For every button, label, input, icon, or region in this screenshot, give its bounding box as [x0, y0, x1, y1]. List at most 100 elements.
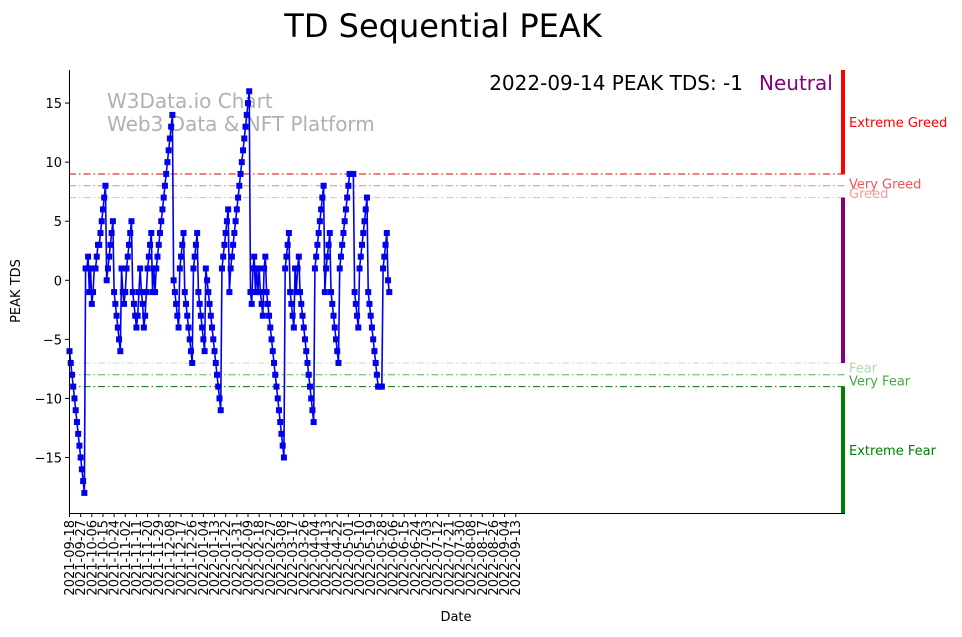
data-point — [72, 407, 79, 414]
data-point — [108, 230, 115, 237]
data-point — [180, 230, 187, 237]
data-point — [267, 324, 274, 331]
data-point — [275, 407, 282, 414]
data-point — [73, 419, 80, 426]
data-point — [143, 289, 150, 296]
data-point — [159, 206, 166, 213]
zone-label-4: Very Fear — [849, 375, 911, 390]
data-point — [332, 336, 339, 343]
data-point — [300, 324, 307, 331]
data-point — [273, 383, 280, 390]
data-point — [383, 230, 390, 237]
data-point — [309, 407, 316, 414]
data-point — [147, 241, 154, 248]
x-tick-label: 2022-07-30 — [453, 520, 468, 596]
status-label: Neutral — [759, 71, 833, 95]
data-point — [316, 218, 323, 225]
data-point — [145, 253, 152, 260]
data-point — [263, 289, 270, 296]
zone-label-2: Greed — [849, 187, 888, 202]
data-point — [325, 241, 332, 248]
data-point — [128, 218, 135, 225]
data-point — [306, 383, 313, 390]
data-point — [328, 289, 335, 296]
data-point — [187, 348, 194, 355]
data-point — [77, 454, 84, 461]
data-point — [334, 348, 341, 355]
data-point — [324, 253, 331, 260]
data-point — [304, 359, 311, 366]
x-tick-label: 2022-01-13 — [208, 520, 223, 596]
y-tick-label: 15 — [45, 97, 62, 112]
x-tick-label: 2022-01-04 — [197, 520, 212, 596]
data-point — [199, 324, 206, 331]
data-point — [134, 312, 141, 319]
data-point — [107, 241, 114, 248]
data-point — [196, 300, 203, 307]
data-point — [274, 395, 281, 402]
data-point — [337, 253, 344, 260]
x-tick-label: 2022-06-15 — [398, 520, 413, 596]
data-point — [336, 265, 343, 272]
x-tick-label: 2022-02-09 — [241, 520, 256, 596]
data-point — [152, 289, 159, 296]
data-point — [127, 230, 134, 237]
data-point — [179, 241, 186, 248]
data-point — [251, 253, 258, 260]
x-tick-label: 2022-09-04 — [498, 520, 513, 596]
data-point — [98, 218, 105, 225]
data-point — [225, 206, 232, 213]
data-point — [244, 100, 251, 107]
data-point — [235, 194, 242, 201]
data-point — [129, 289, 136, 296]
zone-label-5: Extreme Fear — [849, 444, 937, 459]
data-point — [122, 289, 129, 296]
x-tick-label: 2022-05-28 — [375, 520, 390, 596]
data-point — [237, 170, 244, 177]
data-point — [189, 359, 196, 366]
data-point — [161, 182, 168, 189]
data-point — [158, 218, 165, 225]
data-point — [295, 253, 302, 260]
data-point — [209, 324, 216, 331]
data-point — [173, 300, 180, 307]
data-point — [288, 300, 295, 307]
x-axis-label: Date — [440, 610, 471, 625]
data-point — [184, 312, 191, 319]
data-point — [326, 230, 333, 237]
data-point — [356, 265, 363, 272]
data-point — [330, 312, 337, 319]
data-point — [313, 253, 320, 260]
data-point — [246, 88, 253, 95]
data-point — [308, 395, 315, 402]
data-point — [155, 241, 162, 248]
data-point — [380, 265, 387, 272]
data-point — [206, 300, 213, 307]
data-point — [247, 289, 254, 296]
x-tick-label: 2022-05-10 — [353, 520, 368, 596]
x-tick-label: 2022-04-22 — [331, 520, 346, 596]
data-point — [386, 289, 393, 296]
data-point — [215, 383, 222, 390]
x-tick-label: 2021-11-29 — [152, 520, 167, 596]
y-tick-label: 10 — [45, 156, 62, 171]
data-point — [289, 312, 296, 319]
x-tick-label: 2021-10-06 — [85, 520, 100, 596]
x-tick-label: 2021-11-02 — [119, 520, 134, 596]
y-ticks: 15 10 5 0 −5 −10 −15 — [35, 97, 69, 466]
data-point — [259, 312, 266, 319]
data-point — [257, 289, 264, 296]
data-point — [183, 300, 190, 307]
data-point — [116, 336, 123, 343]
data-point — [168, 123, 175, 130]
data-point — [191, 253, 198, 260]
data-point — [83, 265, 90, 272]
data-point — [240, 147, 247, 154]
data-point — [299, 312, 306, 319]
data-point — [68, 371, 75, 378]
data-point — [226, 289, 233, 296]
data-point — [212, 359, 219, 366]
data-point — [284, 241, 291, 248]
data-point — [101, 194, 108, 201]
data-point — [360, 230, 367, 237]
